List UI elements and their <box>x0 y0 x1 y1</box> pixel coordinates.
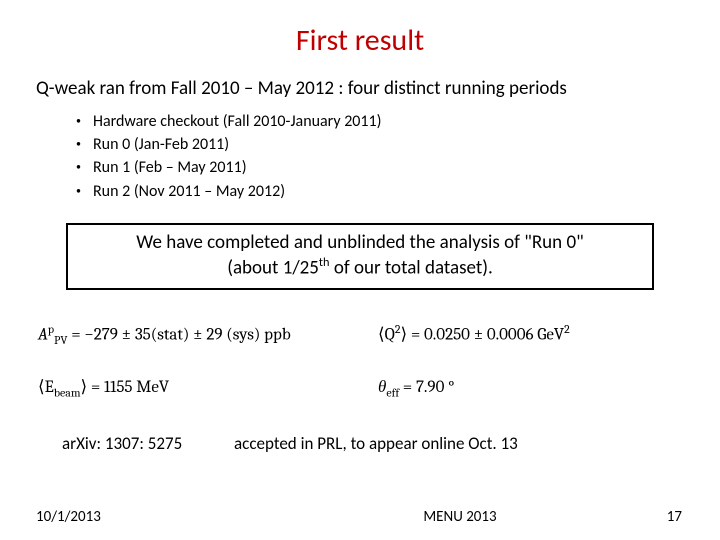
eq-apv-sym: A <box>38 325 48 344</box>
slide-title: First result <box>0 0 720 59</box>
callout-line2-post: of our total dataset). <box>330 256 493 279</box>
ref-arxiv: arXiv: 1307: 5275 <box>62 433 234 454</box>
footer-venue: MENU 2013 <box>280 508 640 526</box>
bullet-text: Run 1 (Feb – May 2011) <box>93 156 247 179</box>
eq-theta: θeff = 7.90 ° <box>360 377 682 399</box>
eq-ebeam-l: ⟨E <box>38 378 54 397</box>
bullet-text: Hardware checkout (Fall 2010-January 201… <box>93 110 382 133</box>
eq-theta-sub: eff <box>386 385 399 399</box>
callout-box: We have completed and unblinded the anal… <box>66 223 654 290</box>
eq-apv: ApPV = −279 ± 35(stat) ± 29 (sys) ppb <box>38 322 360 347</box>
bullet-text: Run 2 (Nov 2011 – May 2012) <box>93 180 285 203</box>
ref-accepted: accepted in PRL, to appear online Oct. 1… <box>234 433 518 454</box>
bullet-icon: • <box>76 137 81 152</box>
callout-line1: We have completed and unblinded the anal… <box>76 231 644 255</box>
list-item: • Run 1 (Feb – May 2011) <box>76 156 720 179</box>
eq-q2: ⟨Q2⟩ = 0.0250 ± 0.0006 GeV2 <box>360 322 682 347</box>
callout-line2-sup: th <box>319 255 330 270</box>
list-item: • Hardware checkout (Fall 2010-January 2… <box>76 110 720 133</box>
eq-apv-sub: PV <box>54 333 67 347</box>
eq-q2-unit-sup: 2 <box>564 322 570 336</box>
bullet-icon: • <box>76 184 81 199</box>
eq-q2-l: ⟨Q <box>378 325 395 344</box>
list-item: • Run 2 (Nov 2011 – May 2012) <box>76 180 720 203</box>
callout-line2: (about 1/25th of our total dataset). <box>76 255 644 280</box>
references-row: arXiv: 1307: 5275 accepted in PRL, to ap… <box>0 399 720 454</box>
eq-ebeam-r: ⟩ = 1155 MeV <box>81 378 170 397</box>
eq-apv-rhs: = −279 ± 35(stat) ± 29 (sys) ppb <box>67 325 290 344</box>
list-item: • Run 0 (Jan-Feb 2011) <box>76 133 720 156</box>
equations-grid: ApPV = −279 ± 35(stat) ± 29 (sys) ppb ⟨Q… <box>0 290 720 399</box>
footer-date: 10/1/2013 <box>0 508 280 526</box>
bullet-icon: • <box>76 160 81 175</box>
bullet-text: Run 0 (Jan-Feb 2011) <box>93 133 229 156</box>
eq-q2-r: ⟩ = 0.0250 ± 0.0006 GeV <box>400 325 564 344</box>
eq-theta-r: = 7.90 ° <box>399 378 454 397</box>
footer: 10/1/2013 MENU 2013 17 <box>0 508 720 526</box>
bullet-icon: • <box>76 114 81 129</box>
subheading: Q-weak ran from Fall 2010 – May 2012 : f… <box>0 59 720 100</box>
eq-ebeam: ⟨Ebeam⟩ = 1155 MeV <box>38 377 360 399</box>
bullet-list: • Hardware checkout (Fall 2010-January 2… <box>0 100 720 203</box>
callout-line2-pre: (about 1/25 <box>227 256 319 279</box>
footer-page-number: 17 <box>640 508 720 526</box>
eq-ebeam-sub: beam <box>54 385 81 399</box>
